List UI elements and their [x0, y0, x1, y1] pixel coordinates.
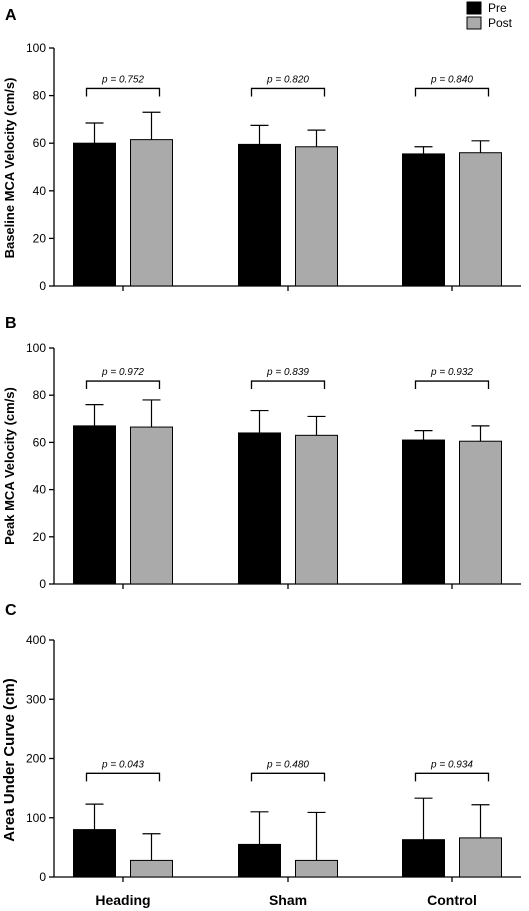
y-tick-label: 60 [33, 435, 47, 449]
bar-pre [73, 142, 116, 287]
y-tick-label: 40 [33, 483, 47, 497]
significance-bracket [250, 772, 326, 782]
y-tick-label: 100 [26, 811, 46, 825]
y-tick-label: 0 [39, 279, 46, 293]
significance-bracket [414, 772, 490, 782]
p-value-label: p = 0.972 [101, 367, 144, 378]
p-value-label: p = 0.820 [266, 74, 309, 85]
bar-post [295, 146, 338, 287]
y-tick-label: 100 [26, 41, 46, 55]
bar-post [130, 426, 173, 585]
p-value-label: p = 0.043 [101, 759, 144, 770]
bar-pre [73, 425, 116, 585]
significance-bracket [85, 772, 161, 782]
p-value-label: p = 0.480 [266, 759, 309, 770]
bar-post [130, 859, 173, 878]
y-tick-label: 0 [39, 577, 46, 591]
category-label: Sham [269, 892, 307, 908]
legend-swatch-pre [466, 1, 482, 15]
significance-bracket [250, 380, 326, 390]
y-tick-label: 60 [33, 136, 47, 150]
panel-letter-c: C [5, 602, 17, 619]
bar-pre [73, 829, 116, 878]
y-tick-label: 20 [33, 530, 47, 544]
y-tick-label: 80 [33, 388, 47, 402]
bar-post [459, 440, 502, 585]
bar-post [459, 837, 502, 878]
bar-pre [238, 843, 281, 878]
panel-letter-b: B [5, 315, 17, 332]
panel-a: A Baseline MCA Velocity (cm/s) 0 20 40 60 80… [2, 7, 521, 293]
y-tick-label: 100 [26, 341, 46, 355]
y-tick-label: 0 [39, 870, 46, 884]
legend-label-post: Post [488, 16, 513, 30]
p-value-label: p = 0.752 [101, 74, 144, 85]
y-tick-label: 200 [26, 752, 46, 766]
bar-post [459, 152, 502, 287]
y-tick-label: 80 [33, 89, 47, 103]
panel-b: B Peak MCA Velocity (cm/s) 0 20 40 60 80 100 p… [2, 315, 521, 591]
bar-pre [238, 432, 281, 585]
p-value-label: p = 0.932 [430, 367, 473, 378]
significance-bracket [414, 87, 490, 97]
y-tick-label: 400 [26, 633, 46, 647]
bar-pre [402, 153, 445, 287]
bar-pre [402, 439, 445, 585]
category-label: Heading [95, 892, 150, 908]
y-tick-label: 300 [26, 692, 46, 706]
significance-bracket [85, 87, 161, 97]
panel-c: C Area Under Curve (cm) 0 100 200 300 400 p =… [1, 602, 521, 884]
panel-letter-a: A [5, 7, 17, 24]
significance-bracket [414, 380, 490, 390]
bar-post [295, 859, 338, 878]
p-value-label: p = 0.840 [430, 74, 473, 85]
category-label: Control [427, 892, 477, 908]
significance-bracket [85, 380, 161, 390]
bar-pre [238, 143, 281, 287]
p-value-label: p = 0.839 [266, 367, 309, 378]
y-axis-title-c: Area Under Curve (cm) [1, 678, 18, 841]
x-category-labels: Heading Sham Control [95, 892, 477, 908]
p-value-label: p = 0.934 [430, 759, 473, 770]
bar-post [130, 139, 173, 287]
bar-pre [402, 839, 445, 878]
legend-swatch-post [466, 16, 482, 30]
y-tick-label: 40 [33, 184, 47, 198]
bar-post [295, 434, 338, 585]
legend-label-pre: Pre [488, 1, 507, 15]
significance-bracket [250, 87, 326, 97]
legend: Pre Post [466, 1, 513, 30]
y-axis-title-b: Peak MCA Velocity (cm/s) [2, 387, 17, 545]
y-tick-label: 20 [33, 231, 47, 245]
y-axis-title-a: Baseline MCA Velocity (cm/s) [2, 78, 17, 259]
